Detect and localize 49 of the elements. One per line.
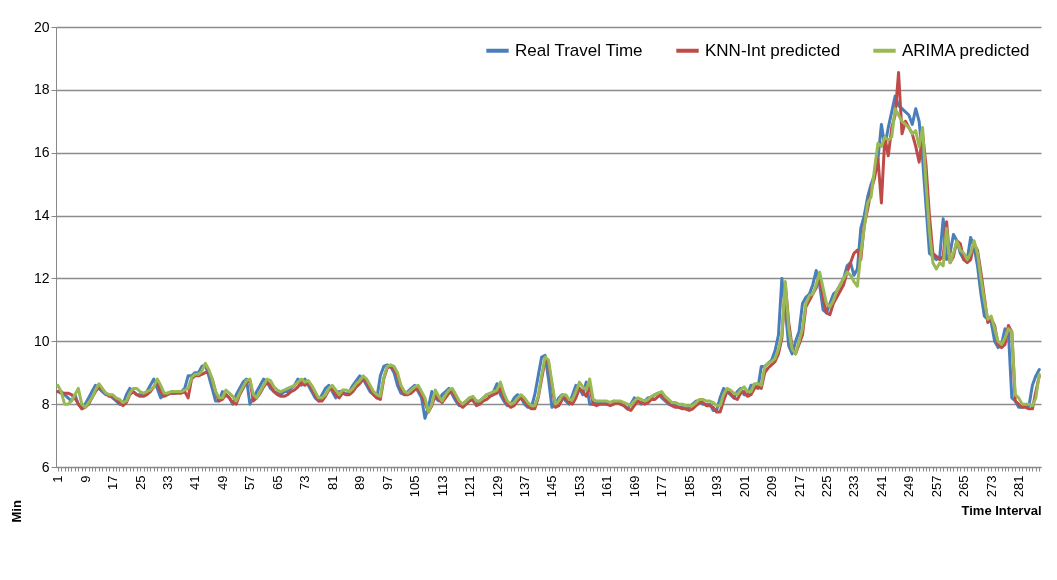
y-tick-label: 18 — [33, 81, 50, 98]
y-tick-label: 14 — [33, 207, 50, 224]
x-tick-label: 209 — [764, 475, 780, 498]
x-tick-label: 57 — [242, 475, 258, 490]
x-tick-label: 273 — [983, 475, 999, 498]
x-tick-label: 121 — [462, 475, 478, 498]
x-tick-label: 185 — [681, 475, 697, 498]
legend-label: ARIMA predicted — [902, 40, 1030, 60]
x-tick-label: 25 — [132, 475, 148, 490]
x-axis-title: Time Interval — [961, 503, 1042, 519]
x-tick-label: 177 — [654, 475, 670, 498]
x-tick-label: 217 — [791, 475, 807, 498]
x-tick-label: 249 — [901, 475, 917, 498]
x-tick-label: 241 — [873, 475, 889, 498]
x-tick-label: 33 — [160, 475, 176, 490]
x-tick-label: 105 — [407, 475, 423, 498]
x-tick-label: 129 — [489, 475, 505, 498]
x-tick-label: 233 — [846, 475, 862, 498]
x-tick-label: 81 — [324, 475, 340, 490]
x-tick-label: 193 — [709, 475, 725, 498]
x-tick-label: 41 — [187, 475, 203, 490]
y-tick-label: 8 — [41, 395, 50, 412]
x-tick-label: 9 — [77, 475, 93, 483]
x-tick-label: 49 — [214, 475, 230, 490]
x-tick-label: 281 — [1011, 475, 1027, 498]
x-tick-label: 97 — [379, 475, 395, 490]
legend-label: KNN-Int predicted — [705, 40, 841, 60]
x-tick-label: 89 — [352, 475, 368, 490]
x-tick-label: 137 — [516, 475, 532, 498]
x-tick-label: 145 — [544, 475, 560, 498]
x-tick-label: 153 — [571, 475, 587, 498]
x-tick-label: 265 — [956, 475, 972, 498]
y-tick-label: 6 — [41, 458, 50, 475]
x-tick-label: 1 — [50, 475, 66, 483]
legend-label: Real Travel Time — [515, 40, 643, 60]
y-tick-label: 10 — [33, 332, 50, 349]
y-tick-label: 16 — [33, 144, 50, 161]
x-tick-label: 65 — [269, 475, 285, 490]
x-tick-label: 161 — [599, 475, 615, 498]
x-tick-label: 113 — [434, 475, 450, 497]
x-tick-label: 257 — [928, 475, 944, 498]
y-tick-label: 20 — [33, 18, 50, 35]
y-tick-label: 12 — [33, 269, 50, 286]
x-tick-label: 17 — [105, 475, 121, 490]
x-tick-label: 73 — [297, 475, 313, 490]
x-tick-label: 201 — [736, 475, 752, 498]
y-axis-title: Min — [8, 500, 24, 523]
x-tick-label: 169 — [626, 475, 642, 498]
x-tick-label: 225 — [819, 475, 834, 498]
